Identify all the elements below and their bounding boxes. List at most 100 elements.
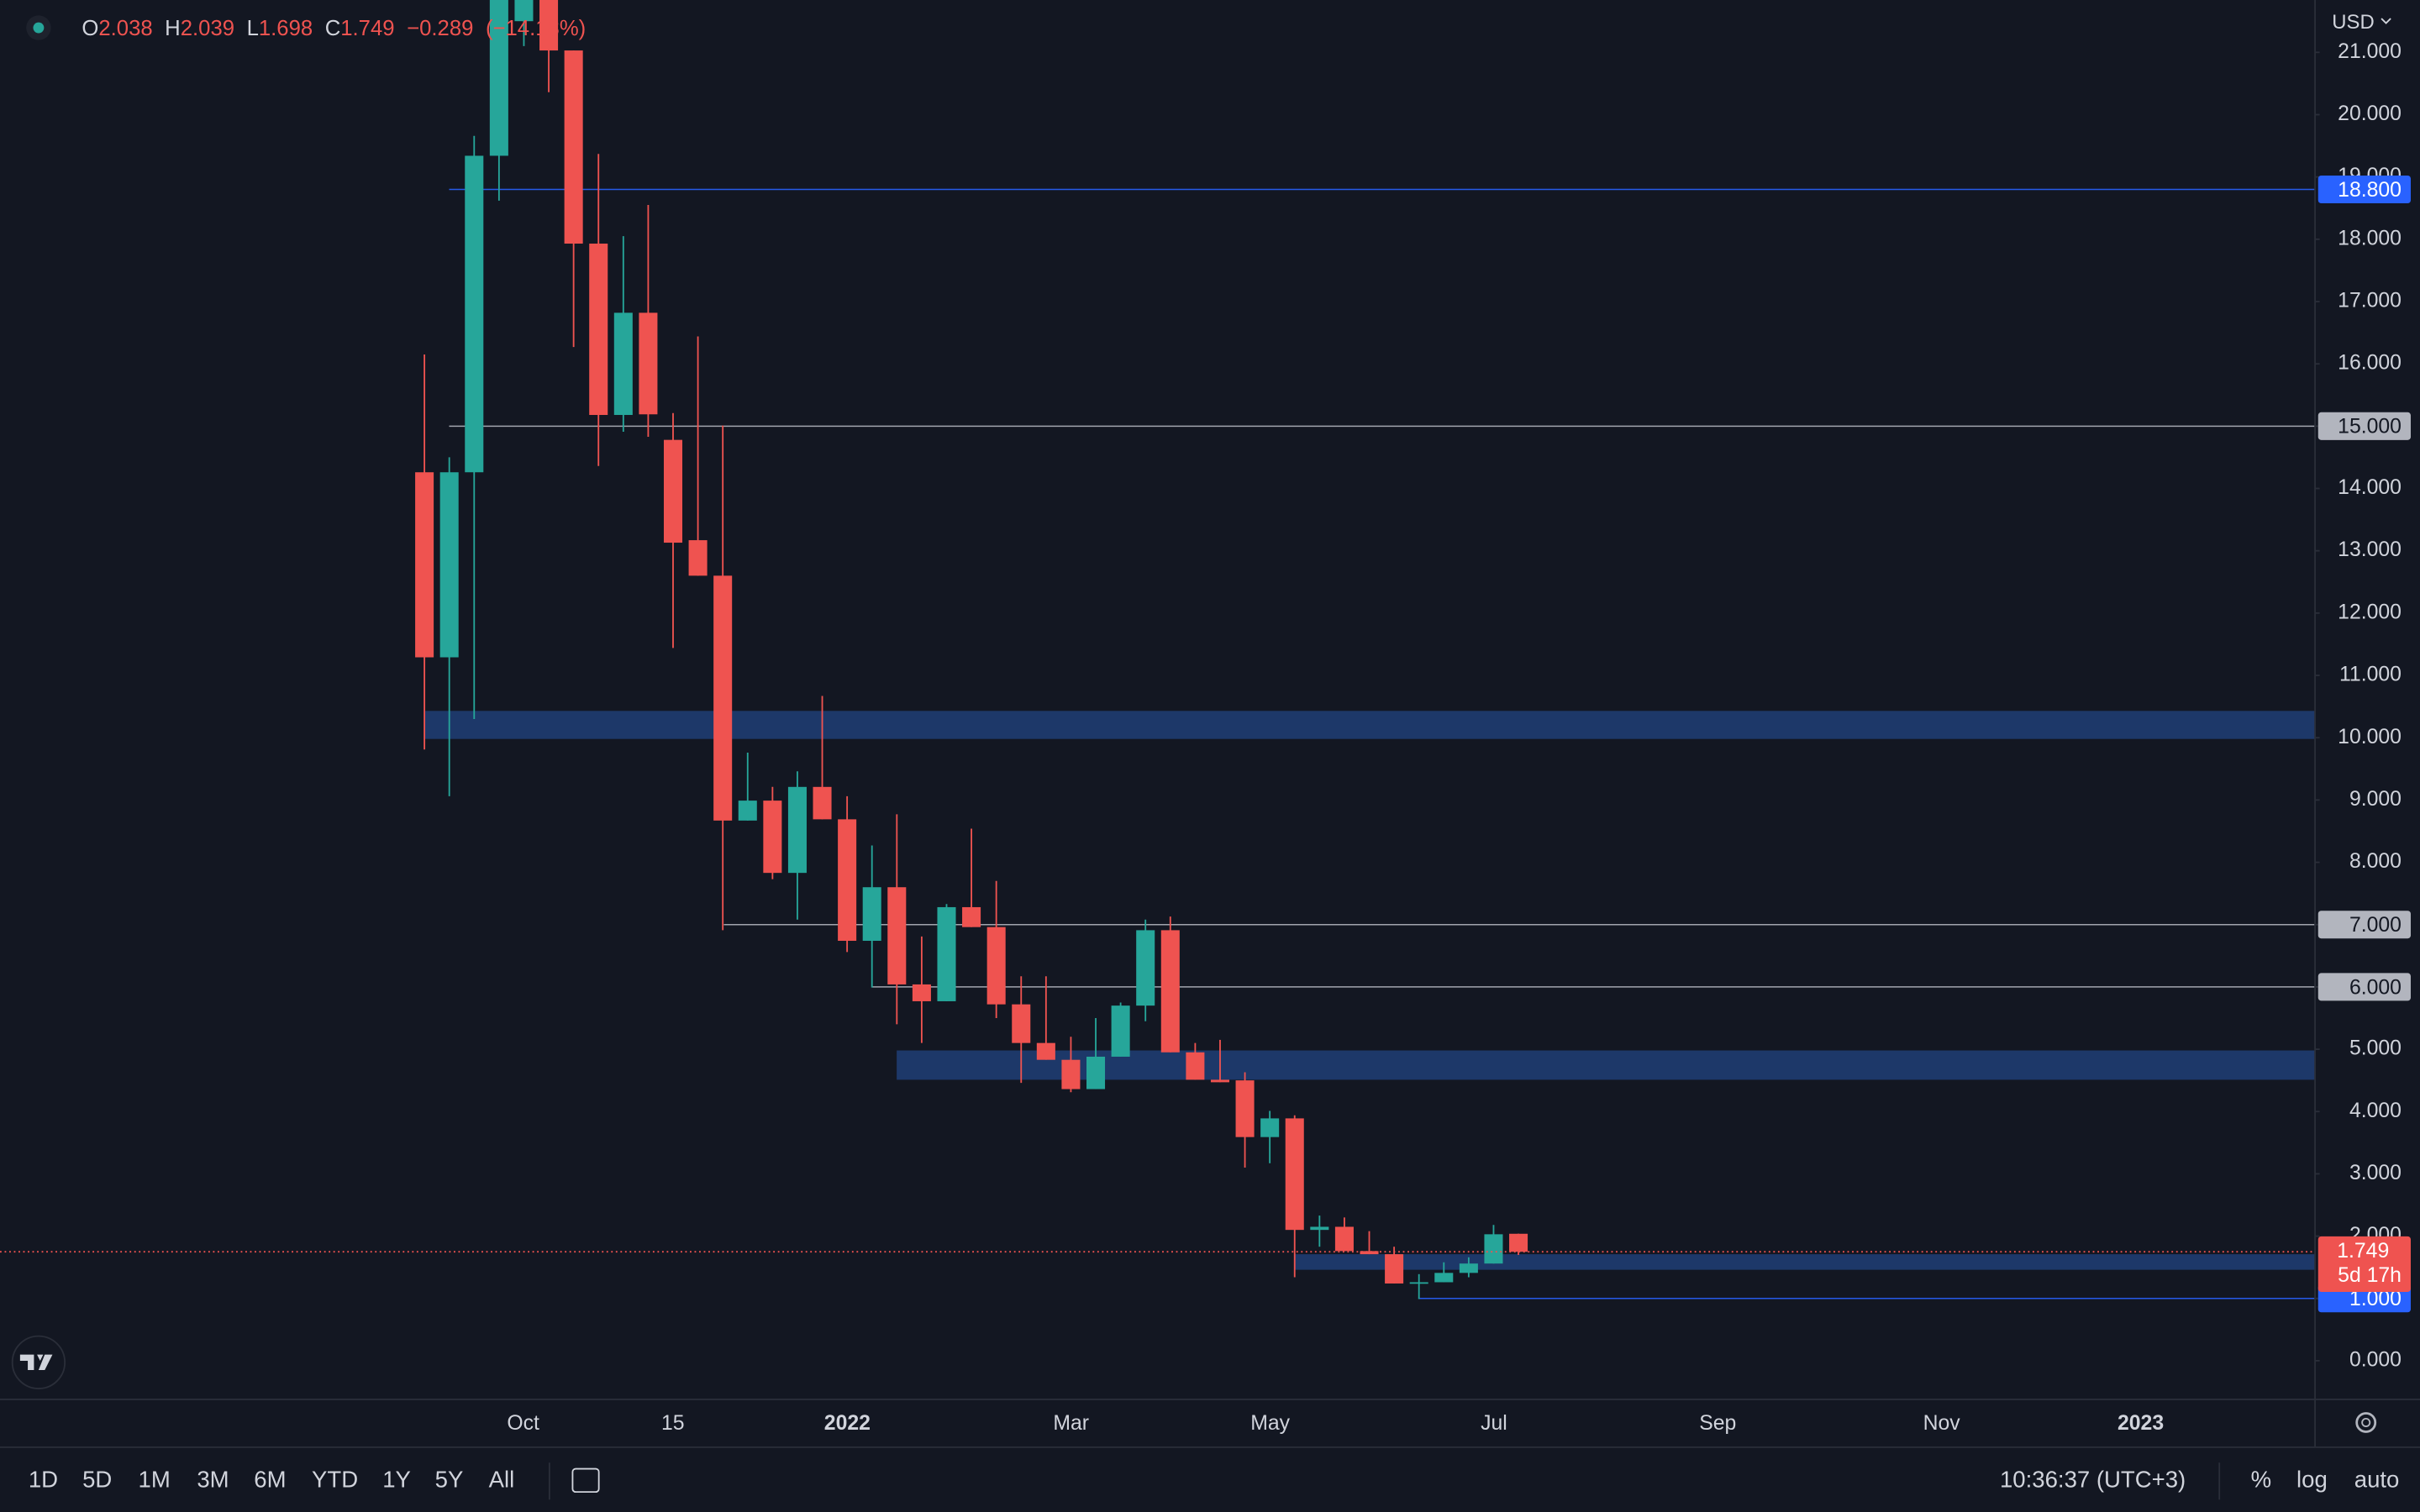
candle-body: [1484, 1234, 1503, 1264]
candle-body: [639, 312, 658, 415]
y-tick-label: 9.000: [2349, 788, 2402, 811]
zone: [897, 1050, 2316, 1080]
settings-icon[interactable]: [2355, 1412, 2377, 1433]
candle-body: [688, 540, 708, 576]
candle-body: [1111, 1005, 1130, 1057]
gear: [2355, 1412, 2377, 1433]
candle-body: [1285, 1118, 1304, 1231]
candle-body: [713, 575, 733, 821]
percent-toggle[interactable]: %: [2251, 1467, 2272, 1493]
range-button[interactable]: 6M: [254, 1467, 286, 1493]
value: 1.698: [259, 17, 313, 40]
range-button[interactable]: 5Y: [435, 1467, 464, 1493]
date-range-icon[interactable]: [571, 1467, 600, 1494]
toolbar: 10:36:37 (UTC+3) % log auto 1D 5D 1M 3M 6M YT…: [29, 1462, 2400, 1500]
log-toggle[interactable]: log: [2296, 1467, 2328, 1493]
range-button[interactable]: 3M: [197, 1467, 229, 1493]
label: L: [247, 17, 259, 40]
x-tick-label: 2023: [2118, 1412, 2164, 1435]
x-tick-label: Sep: [1699, 1412, 1736, 1435]
value: 1.749: [340, 17, 394, 40]
ohlc-legend: O2.038 H2.039 L1.698 C1.749 −0.289 (−14.…: [82, 17, 586, 40]
value: 2.039: [181, 17, 234, 40]
candle-body: [838, 819, 857, 942]
candle-body: [1061, 1059, 1081, 1089]
clock: 10:36:37 (UTC+3): [2000, 1467, 2186, 1493]
range-button[interactable]: 1M: [139, 1467, 171, 1493]
status-dot: [33, 22, 45, 34]
candle-body: [1360, 1251, 1379, 1255]
candle-body: [1160, 930, 1180, 1053]
price-axis: 0.0001.0002.0003.0004.0005.0006.0007.000…: [2315, 40, 2411, 1371]
candle-body: [912, 984, 931, 1001]
auto-toggle[interactable]: auto: [2354, 1467, 2400, 1493]
y-tick-label: 18.000: [2338, 227, 2402, 249]
y-tick-label: 14.000: [2338, 476, 2402, 499]
range-button[interactable]: 5D: [82, 1467, 112, 1493]
range-button[interactable]: 1D: [29, 1467, 58, 1493]
candle-body: [1260, 1118, 1280, 1137]
y-tick-label: 4.000: [2349, 1100, 2402, 1122]
y-tick-label: 12.000: [2338, 601, 2402, 623]
candle-body: [763, 801, 782, 874]
y-tick-label: 16.000: [2338, 352, 2402, 375]
zone: [424, 711, 2316, 739]
logo[interactable]: [11, 1335, 66, 1389]
level-label-bg: [2317, 175, 2411, 204]
candle-body: [489, 0, 508, 156]
x-tick-label: May: [1250, 1412, 1290, 1435]
candle-body: [1434, 1273, 1454, 1283]
candle-body: [813, 786, 832, 820]
change: −0.289: [407, 17, 473, 40]
y-tick-label: 21.000: [2338, 40, 2402, 63]
candle-body: [439, 472, 459, 658]
y-tick-label: 11.000: [2339, 664, 2402, 686]
range-button[interactable]: All: [489, 1467, 515, 1493]
label: H: [165, 17, 181, 40]
currency[interactable]: USD: [2332, 11, 2374, 34]
x-tick-label: Nov: [1923, 1412, 1961, 1435]
candle-body: [986, 927, 1006, 1005]
x-tick-label: 15: [661, 1412, 685, 1435]
change-pct: (−14.18%): [486, 17, 586, 40]
candle-body: [962, 906, 981, 927]
candle-body: [1086, 1056, 1106, 1089]
currency-caret: [2381, 18, 2391, 24]
candle-body: [1334, 1226, 1354, 1252]
candle-body: [1012, 1004, 1031, 1043]
candle-body: [1210, 1079, 1229, 1083]
logo-circle: [11, 1335, 66, 1389]
candle-body: [1385, 1254, 1404, 1284]
y-tick-label: 0.000: [2349, 1348, 2402, 1371]
range-button[interactable]: YTD: [312, 1467, 358, 1493]
candle-body: [465, 155, 484, 473]
y-tick-label: 17.000: [2338, 290, 2402, 312]
y-tick-label: 20.000: [2338, 102, 2402, 125]
logo-mark: [19, 1354, 53, 1371]
time-axis: Oct 15 2022 Mar May Jul Sep Nov 2023: [507, 1412, 2164, 1435]
x-tick-label: Oct: [507, 1412, 539, 1435]
candle-body: [1409, 1282, 1428, 1284]
candle-body: [415, 472, 434, 658]
last-price-label: 1.749: [2337, 1240, 2389, 1263]
candle-body: [1235, 1080, 1255, 1137]
candle-body: [1509, 1233, 1528, 1252]
candle-body: [787, 786, 807, 874]
level-label-bg: [2317, 911, 2411, 939]
gear-center: [2361, 1417, 2371, 1427]
y-tick-label: 5.000: [2349, 1037, 2402, 1060]
candle-body: [862, 887, 881, 942]
level-label-bg: [2317, 412, 2411, 440]
y-tick-label: 10.000: [2338, 726, 2402, 748]
x-tick-label: 2022: [824, 1412, 871, 1435]
level-label: 7.000: [2349, 914, 2402, 937]
label: C: [325, 17, 341, 40]
x-tick-label: Mar: [1053, 1412, 1089, 1435]
candle-body: [738, 801, 757, 821]
candle-body: [589, 244, 608, 415]
candle-body: [613, 312, 633, 415]
range-button[interactable]: 1Y: [382, 1467, 411, 1493]
y-tick-label: 3.000: [2349, 1162, 2402, 1184]
y-tick-label: 8.000: [2349, 850, 2402, 873]
